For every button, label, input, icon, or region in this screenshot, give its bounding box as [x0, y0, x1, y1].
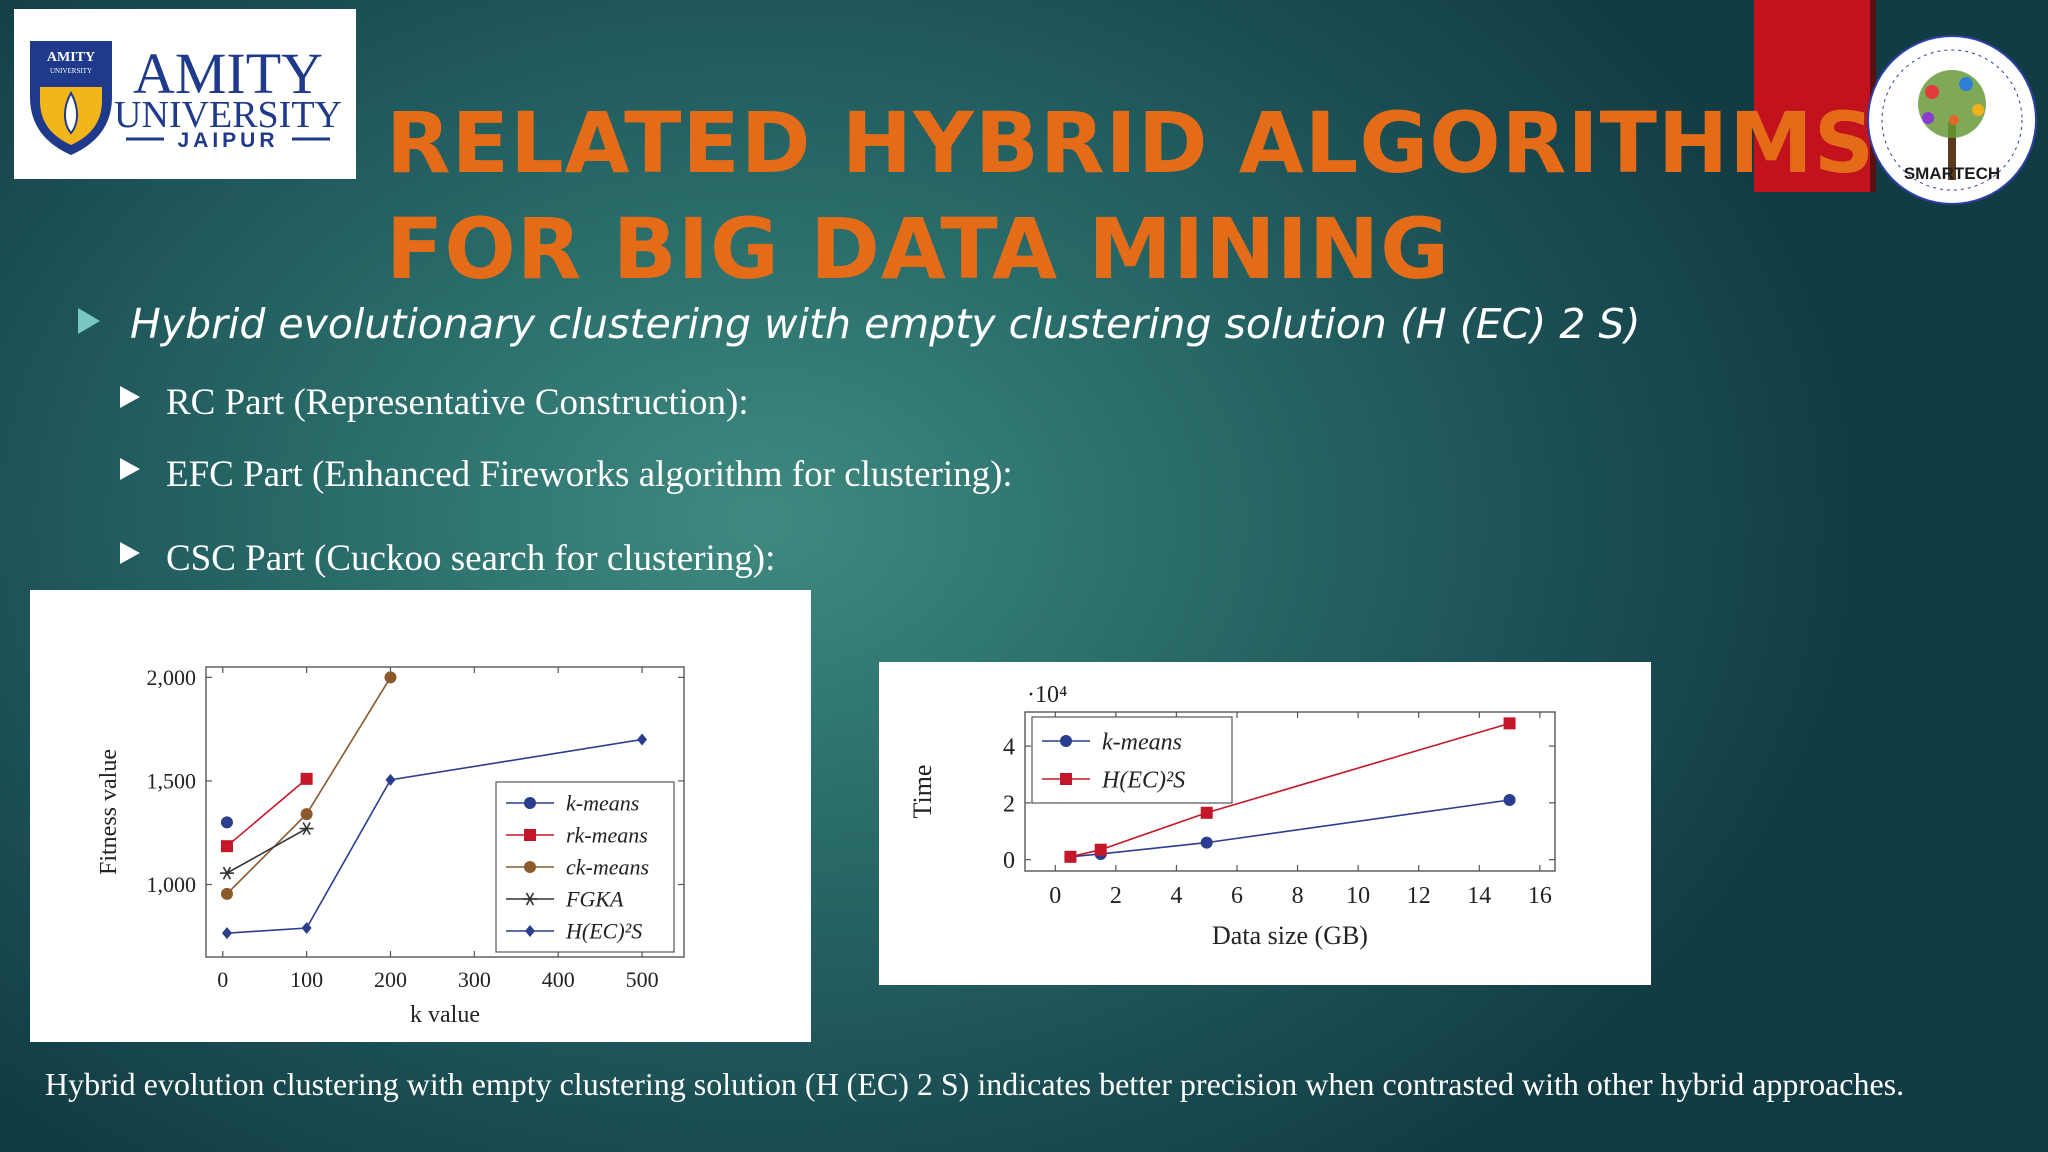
tree-icon: [1918, 70, 1986, 180]
x-tick-label: 500: [626, 967, 659, 992]
legend-marker: [524, 861, 536, 873]
bullet-arrow-icon: [120, 542, 140, 564]
legend-entry: rk-means: [566, 823, 648, 848]
legend-marker: [525, 925, 535, 937]
x-tick-label: 6: [1231, 883, 1243, 909]
x-tick-label: 14: [1467, 883, 1491, 909]
logo-name-line3: JAIPUR: [177, 129, 278, 152]
data-point: [1200, 836, 1213, 849]
logo-name-line2: UNIVERSITY: [114, 94, 342, 136]
legend-entry: k-means: [1102, 729, 1182, 755]
y-tick-label: 1,500: [147, 769, 197, 794]
data-point: [220, 816, 233, 829]
shield-text: AMITY: [47, 50, 95, 65]
x-tick-label: 200: [374, 967, 407, 992]
legend-entry: H(EC)²S: [1101, 767, 1185, 793]
slide-caption: Hybrid evolution clustering with empty c…: [45, 1066, 1905, 1102]
sub-bullet-csc: CSC Part (Cuckoo search for clustering):: [120, 537, 1420, 580]
x-tick-label: 400: [542, 967, 575, 992]
time-chart-panel: 0 2 4 6 8 10 12 14 16 0 2 4 Data size (GB) Time ·10⁴ k-…: [879, 662, 1651, 985]
y-tick-label: 1,000: [147, 872, 197, 897]
data-point: [219, 866, 234, 880]
time-chart: 0 2 4 6 8 10 12 14 16 0 2 4 Data size (GB) Time ·10⁴ k-…: [908, 682, 1556, 950]
series-line: [226, 738, 643, 934]
data-point: [221, 927, 232, 940]
shield-subtext: UNIVERSITY: [50, 67, 92, 75]
data-point: [300, 808, 313, 821]
x-tick-label: 4: [1170, 883, 1182, 909]
data-point: [300, 772, 313, 785]
data-point: [1503, 794, 1516, 807]
series-line: [1070, 799, 1510, 858]
legend-entry: FGKA: [565, 887, 624, 912]
data-point: [637, 733, 648, 746]
sub-bullet-text: CSC Part (Cuckoo search for clustering):: [166, 538, 776, 579]
data-point: [1094, 843, 1107, 856]
y-tick-label: 4: [1003, 734, 1015, 760]
series-line: [226, 676, 392, 895]
legend-box: [1031, 716, 1233, 804]
y-tick-label: 0: [1003, 848, 1015, 874]
x-axis-label: k value: [410, 1002, 480, 1028]
x-tick-label: 8: [1292, 883, 1304, 909]
data-point: [220, 887, 233, 900]
x-tick-label: 2: [1110, 883, 1122, 909]
sub-bullet-efc: EFC Part (Enhanced Fireworks algorithm f…: [120, 453, 1420, 496]
bullet-arrow-icon: [120, 386, 140, 408]
y-tick-label: 2: [1003, 791, 1015, 817]
smartech-seal: SMARTECH: [1866, 22, 2038, 218]
legend-marker: [524, 829, 536, 841]
x-tick-label: 0: [1049, 883, 1061, 909]
data-point: [385, 773, 396, 786]
data-point: [220, 840, 233, 853]
x-axis-label: Data size (GB): [1212, 921, 1368, 950]
data-point: [299, 822, 314, 836]
fitness-chart: 0 100 200 300 400 500 1,000 1,500 2,000 k value Fi…: [96, 665, 685, 1028]
main-bullet-text: Hybrid evolutionary clustering with empt…: [130, 300, 1641, 348]
sub-bullet-rc: RC Part (Representative Construction):: [120, 381, 1420, 424]
data-point: [301, 922, 312, 934]
data-point: [1200, 806, 1213, 819]
amity-logo: AMITY UNIVERSITY AMITY UNIVERSITY JAIPUR: [14, 9, 356, 179]
legend-entry: H(EC)²S: [565, 919, 642, 944]
seal-label: SMARTECH: [1904, 164, 2000, 183]
y-tick-label: 2,000: [147, 665, 197, 690]
series-line: [226, 827, 308, 874]
bullet-arrow-icon: [120, 458, 140, 480]
y-axis-label: Fitness value: [96, 749, 122, 875]
slide-title: RELATED HYBRID ALGORITHMS FOR BIG DATA M…: [386, 94, 1876, 298]
data-point: [1503, 717, 1516, 730]
y-axis-label: Time: [908, 765, 937, 819]
legend-marker: [1060, 735, 1072, 747]
plot-frame: [205, 666, 685, 958]
shield-icon: AMITY UNIVERSITY: [30, 41, 112, 155]
x-tick-label: 12: [1407, 883, 1431, 909]
legend-marker: [524, 797, 536, 809]
data-point: [1064, 850, 1077, 863]
legend-entry: k-means: [566, 791, 639, 816]
legend-marker: [1060, 773, 1072, 785]
x-tick-label: 10: [1346, 883, 1370, 909]
main-bullet: Hybrid evolutionary clustering with empt…: [78, 300, 1778, 348]
x-tick-label: 100: [290, 967, 323, 992]
legend-marker: [523, 892, 537, 906]
bullet-arrow-icon: [78, 308, 100, 334]
series-line: [1070, 722, 1510, 858]
legend-entry: ck-means: [566, 855, 649, 880]
sub-bullet-text: RC Part (Representative Construction):: [166, 382, 749, 423]
x-tick-label: 0: [217, 967, 228, 992]
plot-frame: [1024, 711, 1556, 872]
series-line: [226, 778, 308, 847]
y-scale-label: ·10⁴: [1027, 682, 1067, 708]
x-tick-label: 16: [1528, 883, 1552, 909]
sub-bullet-text: EFC Part (Enhanced Fireworks algorithm f…: [166, 454, 1013, 495]
data-point: [384, 671, 397, 684]
logo-name-line1: AMITY: [133, 41, 323, 106]
fitness-chart-panel: 0 100 200 300 400 500 1,000 1,500 2,000 k value Fi…: [30, 590, 811, 1042]
x-tick-label: 300: [458, 967, 491, 992]
